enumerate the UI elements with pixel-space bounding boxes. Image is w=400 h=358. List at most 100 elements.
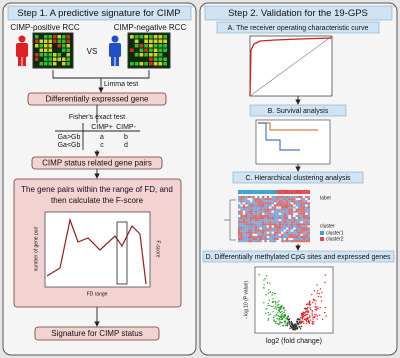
volcano-point xyxy=(299,321,301,324)
heat-cell xyxy=(281,202,284,205)
heat-cell xyxy=(254,227,258,230)
heat-cell xyxy=(283,235,286,238)
array-spot xyxy=(163,44,167,48)
heat-cell xyxy=(245,212,248,215)
array-spot xyxy=(39,53,43,57)
heat-cell xyxy=(247,208,250,211)
volcano-point xyxy=(320,296,322,298)
heat-cell xyxy=(254,233,258,236)
heat-cell xyxy=(300,208,303,211)
heat-cell xyxy=(293,225,296,228)
heat-cell xyxy=(269,200,272,203)
heat-cell xyxy=(262,221,265,224)
heat-cell xyxy=(302,206,306,209)
heat-cell xyxy=(286,219,289,222)
heat-cell xyxy=(300,196,303,199)
heat-cell xyxy=(252,200,255,203)
heat-cell xyxy=(254,202,258,205)
pairs-text: CIMP status related gene pairs xyxy=(42,159,152,168)
array-spot xyxy=(35,35,39,39)
heat-cell xyxy=(259,206,262,209)
array-spot xyxy=(144,44,148,48)
heat-cell xyxy=(250,238,253,241)
array-spot xyxy=(144,48,148,52)
volcano-point xyxy=(303,322,305,324)
heat-cell xyxy=(252,202,255,205)
volcano-point xyxy=(324,281,326,284)
heat-annot xyxy=(262,190,265,194)
volcano-point xyxy=(314,314,316,316)
volcano-point xyxy=(284,309,286,311)
array-spot xyxy=(66,53,70,57)
heat-cell xyxy=(286,231,289,234)
volcano-point xyxy=(319,288,322,290)
volcano-point xyxy=(299,328,302,330)
heat-cell xyxy=(252,210,255,213)
heat-cell xyxy=(281,206,284,209)
volcano-point xyxy=(281,315,284,317)
volcano-point xyxy=(277,315,279,317)
heat-cell xyxy=(271,221,274,224)
heat-cell xyxy=(300,233,303,236)
volcano-point xyxy=(292,327,295,329)
heat-cell xyxy=(288,200,291,203)
volcano-point xyxy=(267,319,269,321)
volcano-point xyxy=(276,301,279,303)
volcano-point xyxy=(280,318,282,320)
heat-cell xyxy=(288,210,291,213)
heat-cell xyxy=(302,200,306,203)
volcano-point xyxy=(277,323,280,326)
heat-cell xyxy=(307,229,310,232)
array-spot xyxy=(48,53,52,57)
panel-c-title: C. Hierarchical clustering analysis xyxy=(245,175,351,182)
array-spot xyxy=(158,39,163,43)
heat-cell xyxy=(240,221,243,224)
array-spot xyxy=(57,57,61,61)
heat-cell xyxy=(271,202,274,205)
heat-cell xyxy=(305,212,308,215)
panel-d-title: D. Differentially methylated CpG sites a… xyxy=(205,254,391,261)
heat-cell xyxy=(264,208,267,211)
volcano-point xyxy=(306,310,308,312)
heat-cell xyxy=(281,212,284,215)
heat-cell xyxy=(254,238,258,241)
heat-cell xyxy=(288,221,291,224)
heat-cell xyxy=(254,229,258,232)
heat-cell xyxy=(247,210,250,213)
heat-cell xyxy=(283,198,286,201)
heat-cell xyxy=(288,238,291,241)
array-spot xyxy=(144,53,148,57)
array-spot xyxy=(134,62,139,66)
heat-cell xyxy=(274,233,277,236)
volcano-point xyxy=(307,317,309,319)
volcano-point xyxy=(316,292,318,294)
heat-cell xyxy=(293,223,296,226)
volcano-point xyxy=(263,284,265,286)
volcano-point xyxy=(307,319,309,321)
heat-cell xyxy=(295,223,298,226)
volcano-point xyxy=(280,316,282,318)
y-axis-label: - log 10 (P value) xyxy=(243,281,249,319)
heat-cell xyxy=(293,204,296,207)
array-spot xyxy=(39,57,43,61)
volcano-point xyxy=(267,302,269,305)
array-spot xyxy=(35,48,39,52)
array-spot xyxy=(39,62,43,66)
array-spot xyxy=(62,35,66,39)
heat-cell xyxy=(302,217,306,220)
array-spot xyxy=(163,48,167,52)
volcano-point xyxy=(267,312,270,314)
array-spot xyxy=(48,57,52,61)
panel-d-title-box xyxy=(202,250,395,263)
volcano-point xyxy=(306,308,308,311)
legend-entry: cluster1 xyxy=(326,230,344,236)
heat-cell xyxy=(254,235,258,238)
roc-curve xyxy=(249,37,333,97)
heat-cell xyxy=(266,240,270,243)
heat-cell xyxy=(274,240,277,243)
volcano-point xyxy=(319,314,321,316)
heat-cell xyxy=(250,206,253,209)
array-spot xyxy=(134,44,139,48)
heat-cell xyxy=(295,198,298,201)
heat-cell xyxy=(305,223,308,226)
